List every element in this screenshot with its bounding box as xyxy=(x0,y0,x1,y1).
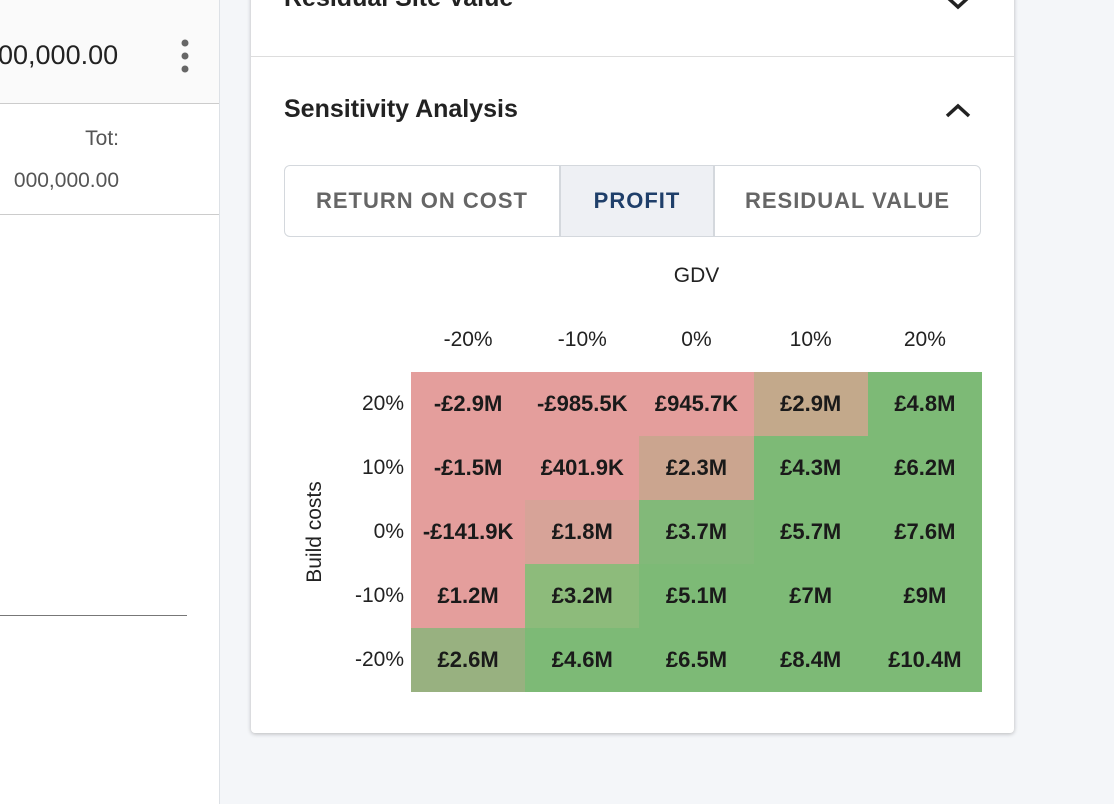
heatmap-cell: £10.4M xyxy=(867,628,982,692)
divider xyxy=(0,615,187,616)
column-label: -10% xyxy=(557,328,607,351)
tab[interactable]: RETURN ON COST xyxy=(284,165,560,237)
heatmap-cell: -£2.9M xyxy=(411,372,526,436)
card: Residual Site Value Sensitivity Analysis… xyxy=(251,0,1014,733)
chevron-up[interactable] xyxy=(944,101,972,119)
heatmap-cell: £5.1M xyxy=(639,564,754,628)
heatmap-cell: -£985.5K xyxy=(525,372,640,436)
heatmap-cell: £7.6M xyxy=(867,500,982,564)
heatmap-cell: £3.2M xyxy=(525,564,640,628)
y-axis-label: Build costs xyxy=(303,481,326,583)
heatmap-cell: £6.5M xyxy=(639,628,754,692)
section-title[interactable]: Residual Site Value xyxy=(284,0,513,13)
heatmap-cell: £945.7K xyxy=(639,372,754,436)
total-label: Tot: xyxy=(85,127,119,150)
heatmap-cell: £3.7M xyxy=(639,500,754,564)
heatmap-cell: -£141.9K xyxy=(411,500,526,564)
heatmap-cell: £4.8M xyxy=(867,372,982,436)
heatmap-cell: £8.4M xyxy=(753,628,868,692)
total-value: 000,000.00 xyxy=(13,169,119,192)
row-label: 10% xyxy=(361,456,404,479)
menu-icon[interactable] xyxy=(175,38,195,74)
heatmap-cell: £2.9M xyxy=(753,372,868,436)
heatmap-cell: £2.6M xyxy=(411,628,526,692)
column-label: 20% xyxy=(903,328,946,351)
column-label: -20% xyxy=(443,328,493,351)
heatmap-cell: £5.7M xyxy=(753,500,868,564)
divider xyxy=(0,214,219,215)
row-label: -10% xyxy=(354,584,404,607)
row-label: 20% xyxy=(361,392,404,415)
heatmap-cell: £9M xyxy=(867,564,982,628)
heatmap-cell: £6.2M xyxy=(867,436,982,500)
heatmap-cell: -£1.5M xyxy=(411,436,526,500)
heatmap-cell: £1.8M xyxy=(525,500,640,564)
tab[interactable]: RESIDUAL VALUE xyxy=(714,165,981,237)
left-panel: 00,000.00 Tot: 000,000.00 xyxy=(0,0,220,804)
chevron-down[interactable] xyxy=(944,0,972,12)
column-label: 10% xyxy=(789,328,832,351)
heatmap-cell: £7M xyxy=(753,564,868,628)
amount: 00,000.00 xyxy=(0,40,119,70)
row-label: 0% xyxy=(373,520,404,543)
section-title[interactable]: Sensitivity Analysis xyxy=(284,95,518,123)
heatmap-cell: £401.9K xyxy=(525,436,640,500)
heatmap-cell: £2.3M xyxy=(639,436,754,500)
divider xyxy=(251,56,1014,57)
row-label: -20% xyxy=(354,648,404,671)
amount-row xyxy=(0,0,219,104)
x-axis-label: GDV xyxy=(673,264,720,287)
tab[interactable]: PROFIT xyxy=(560,165,714,237)
column-label: 0% xyxy=(681,328,712,351)
heatmap-cell: £4.3M xyxy=(753,436,868,500)
sensitivity-panel: RETURN ON COST PROFIT RESIDUAL VALUE GDV Bui… xyxy=(251,0,1014,733)
heatmap-cell: £4.6M xyxy=(525,628,640,692)
heatmap-cell: £1.2M xyxy=(411,564,526,628)
